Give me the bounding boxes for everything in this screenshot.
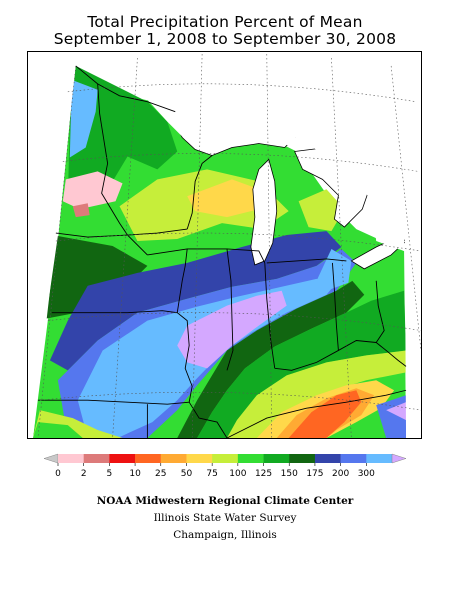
zone-175-west: [49, 231, 342, 371]
zone-125-southeast: [197, 290, 407, 438]
legend-label: 25: [155, 469, 166, 479]
map-title: Total Precipitation Percent of Mean: [87, 13, 363, 31]
legend-label: 75: [206, 469, 217, 479]
legend-over-arrow: [391, 453, 407, 464]
zone-10-southeast: [288, 390, 362, 438]
credit-survey: Illinois State Water Survey: [153, 512, 297, 524]
legend-swatch: [263, 454, 290, 463]
legend-label: 125: [255, 469, 272, 479]
legend-swatch: [135, 454, 162, 463]
graticule: [37, 53, 421, 438]
zone-over-southeast: [386, 402, 407, 421]
legend: 0 2 5 10 25 50 75 100 125 150 175 200 300: [43, 453, 407, 479]
legend-label: 5: [107, 469, 113, 479]
lake-michigan: [250, 158, 278, 266]
zone-150-west: [45, 236, 148, 319]
legend-label: 300: [358, 469, 375, 479]
legend-label: 100: [229, 469, 246, 479]
legend-label: 2: [81, 469, 87, 479]
legend-swatch: [314, 454, 341, 463]
map-date-range: September 1, 2008 to September 30, 2008: [53, 30, 397, 48]
zone-2-small: [72, 203, 90, 218]
legend-swatch: [212, 454, 239, 463]
legend-label: 0: [55, 469, 61, 479]
northern-unsampled: [147, 99, 297, 150]
legend-swatch: [109, 454, 136, 463]
zone-50-north: [187, 179, 265, 218]
zone-100-southwest: [32, 422, 83, 438]
legend-label: 150: [281, 469, 298, 479]
legend-under-arrow: [43, 453, 59, 464]
credit-center: NOAA Midwestern Regional Climate Center: [96, 495, 354, 507]
legend-label: 10: [129, 469, 141, 479]
legend-swatch: [83, 454, 110, 463]
zone-150-south: [177, 280, 365, 438]
legend-swatch: [289, 454, 316, 463]
legend-swatch: [340, 454, 367, 463]
legend-swatch: [58, 454, 84, 463]
legend-label: 200: [332, 469, 349, 479]
projection-mask: [28, 52, 421, 438]
precipitation-map: [27, 51, 422, 439]
legend-label: 50: [181, 469, 193, 479]
zone-300-east: [316, 248, 352, 291]
legend-label: 175: [306, 469, 323, 479]
credit-location: Champaign, Illinois: [173, 529, 277, 541]
legend-swatch: [160, 454, 187, 463]
legend-swatch: [237, 454, 264, 463]
legend-swatch: [366, 454, 393, 463]
legend-swatch: [186, 454, 213, 463]
zone-200-northwest: [69, 79, 98, 158]
northeast-unsampled: [294, 131, 405, 251]
zone-2-northwest: [62, 171, 123, 210]
zone-75-east: [298, 189, 345, 232]
